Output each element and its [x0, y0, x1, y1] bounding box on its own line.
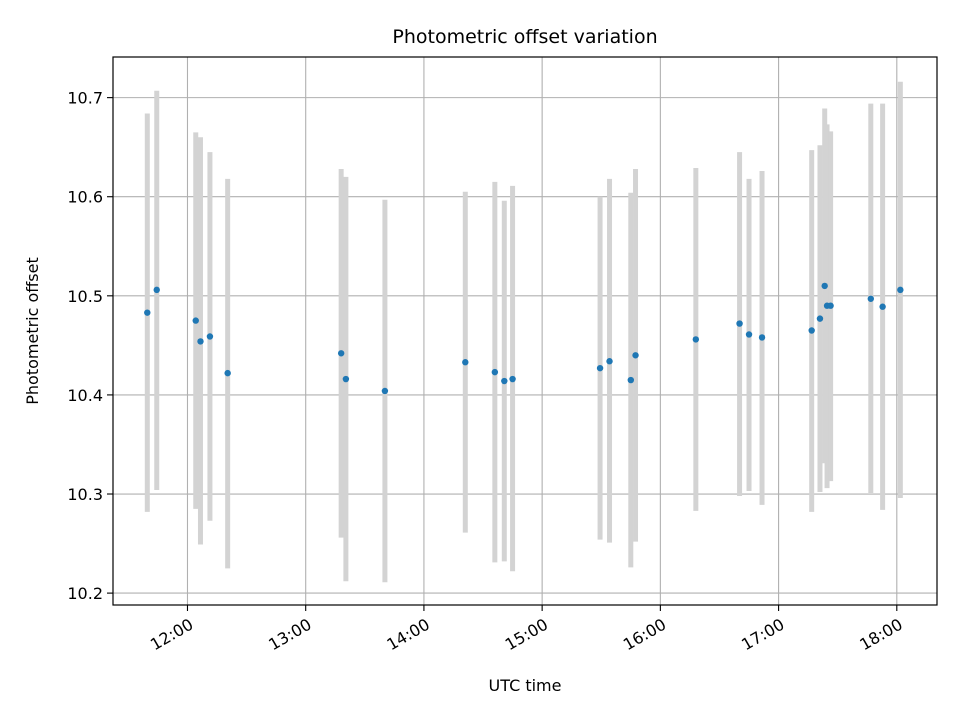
data-point — [224, 369, 231, 377]
y-tick-label: 10.7 — [67, 89, 103, 108]
plot-area-frame — [112, 56, 938, 606]
chart-title: Photometric offset variation — [392, 26, 657, 48]
data-point — [501, 377, 508, 385]
data-point — [632, 352, 639, 359]
data-point — [197, 338, 204, 345]
y-tick-label: 10.6 — [67, 188, 103, 207]
y-tick-label: 10.3 — [67, 485, 103, 504]
data-point — [606, 358, 613, 365]
data-points — [144, 282, 904, 395]
y-tick-label: 10.2 — [67, 584, 103, 603]
data-point — [897, 286, 904, 294]
data-point — [192, 317, 199, 324]
data-point — [596, 364, 604, 372]
data-point — [692, 336, 700, 343]
data-point — [736, 320, 743, 327]
data-point — [462, 359, 469, 366]
data-point — [509, 375, 516, 383]
data-point — [144, 309, 151, 316]
data-point — [153, 286, 160, 294]
data-point — [381, 387, 389, 395]
y-axis-label: Photometric offset — [23, 257, 42, 405]
data-point — [337, 350, 345, 357]
data-point — [816, 315, 824, 322]
y-tick-label: 10.4 — [67, 386, 103, 405]
x-axis-label: UTC time — [489, 676, 562, 695]
data-point — [879, 303, 886, 310]
data-point — [827, 302, 834, 309]
data-point — [867, 295, 874, 302]
data-point — [627, 376, 635, 384]
y-tick-label: 10.5 — [67, 287, 103, 306]
data-point — [491, 368, 499, 376]
data-point — [745, 331, 753, 338]
data-point — [342, 375, 350, 383]
data-point — [206, 333, 214, 340]
grid — [113, 57, 937, 605]
data-point — [821, 282, 828, 290]
data-point — [758, 334, 766, 341]
data-point — [808, 327, 815, 334]
y-axis-ticks: 10.2 10.3 10.4 10.5 10.6 10.7 — [67, 89, 113, 603]
